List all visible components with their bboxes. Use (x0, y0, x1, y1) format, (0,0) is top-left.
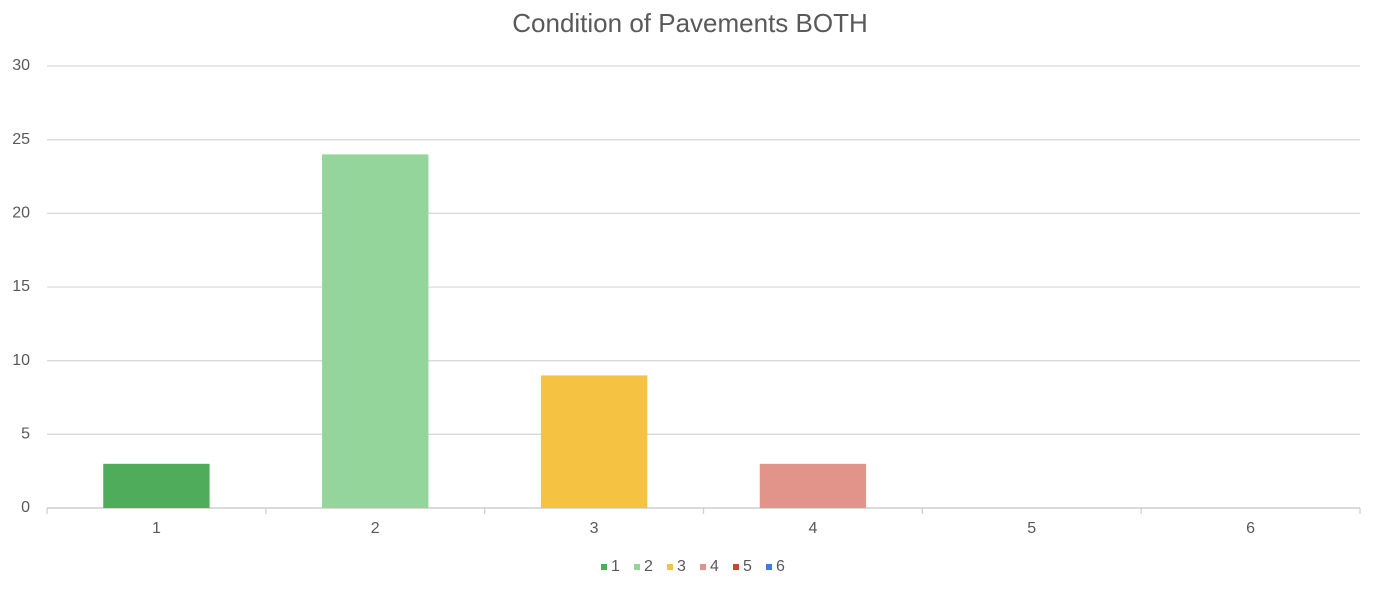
legend-swatch (766, 564, 772, 570)
y-tick-label: 25 (12, 131, 30, 148)
legend-label: 5 (743, 558, 752, 575)
x-tick-label: 5 (1027, 520, 1036, 537)
legend-label: 1 (611, 558, 620, 575)
bar (540, 375, 648, 508)
x-tick-label: 2 (371, 520, 380, 537)
chart-title: Condition of Pavements BOTH (512, 8, 868, 38)
x-tick-label: 1 (152, 520, 161, 537)
legend-swatch (733, 564, 739, 570)
legend-swatch (667, 564, 673, 570)
legend-swatch (700, 564, 706, 570)
y-tick-label: 0 (21, 499, 30, 516)
y-tick-label: 10 (12, 352, 30, 369)
legend-label: 6 (776, 558, 785, 575)
y-tick-label: 15 (12, 278, 30, 295)
x-tick-label: 3 (590, 520, 599, 537)
legend-label: 2 (644, 558, 653, 575)
bar (322, 154, 429, 508)
y-tick-label: 5 (21, 426, 30, 443)
legend-swatch (634, 564, 640, 570)
y-tick-label: 30 (12, 57, 30, 74)
legend-swatch (601, 564, 607, 570)
x-tick-label: 4 (808, 520, 817, 537)
x-tick-label: 6 (1246, 520, 1255, 537)
bar (103, 463, 210, 508)
legend-label: 4 (710, 558, 719, 575)
y-tick-label: 20 (12, 205, 30, 222)
legend-label: 3 (677, 558, 686, 575)
bar (759, 463, 867, 508)
